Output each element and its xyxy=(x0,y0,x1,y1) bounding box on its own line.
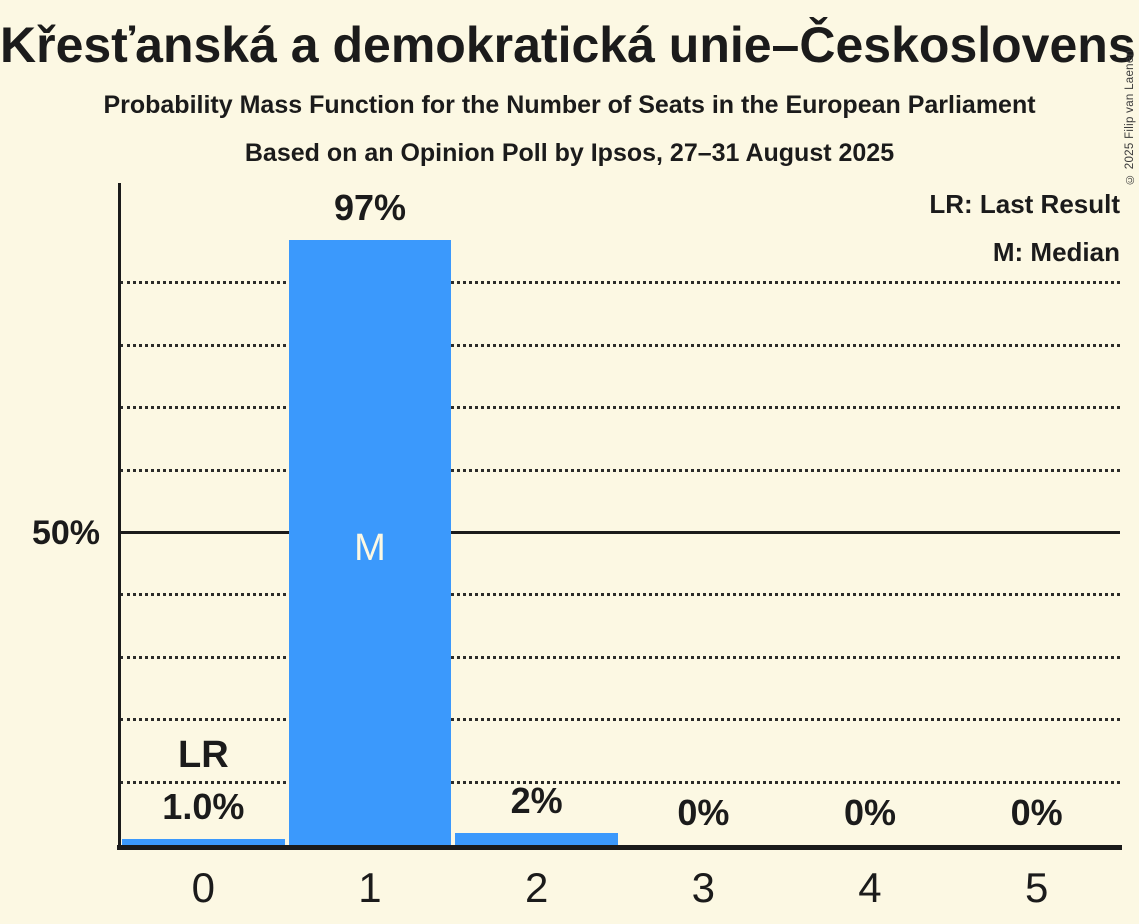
x-axis-tick-label: 5 xyxy=(1024,864,1049,911)
copyright-note: © 2025 Filip van Laenen xyxy=(1124,49,1136,185)
x-axis-line xyxy=(117,845,1122,850)
median-marker: M xyxy=(354,527,386,570)
gridline-60-percent xyxy=(120,468,1120,472)
bar-value-label: 2% xyxy=(510,779,563,821)
gridline-90-percent xyxy=(120,281,1120,285)
bar-seats-1 xyxy=(288,239,452,845)
gridline-40-percent xyxy=(120,593,1120,597)
last-result-marker: LR xyxy=(178,733,229,776)
x-axis-tick-label: 1 xyxy=(358,864,382,911)
gridline-80-percent xyxy=(120,343,1120,347)
gridline-20-percent xyxy=(120,718,1120,722)
x-axis-tick-label: 3 xyxy=(691,864,715,911)
gridline-10-percent xyxy=(120,780,1120,784)
gridline-70-percent xyxy=(120,406,1120,410)
gridline-30-percent xyxy=(120,655,1120,659)
chart-title: Křesťanská a demokratická unie–Českoslov… xyxy=(0,17,1139,73)
bar-seats-0 xyxy=(122,838,285,845)
y-axis-tick-label: 50% xyxy=(31,514,100,552)
bar-value-label: 1.0% xyxy=(162,785,245,827)
bar-value-label: 0% xyxy=(1010,792,1063,833)
bar-value-label: 0% xyxy=(843,792,896,833)
x-axis-tick-label: 0 xyxy=(191,864,215,911)
gridline-50-percent xyxy=(120,531,1120,534)
bar-seats-2 xyxy=(455,832,618,845)
poll-source-line: Based on an Opinion Poll by Ipsos, 27–31… xyxy=(244,139,895,167)
bar-value-label: 0% xyxy=(677,792,730,833)
legend-last-result: LR: Last Result xyxy=(929,189,1120,219)
x-axis-tick-label: 2 xyxy=(524,864,549,911)
x-axis-tick-label: 4 xyxy=(858,864,882,911)
y-axis-line xyxy=(118,183,121,850)
chart-subtitle: Probability Mass Function for the Number… xyxy=(103,91,1036,119)
legend: LR: Last Result M: Median xyxy=(929,180,1120,276)
bar-value-label: 97% xyxy=(333,186,407,228)
legend-median: M: Median xyxy=(992,237,1120,267)
